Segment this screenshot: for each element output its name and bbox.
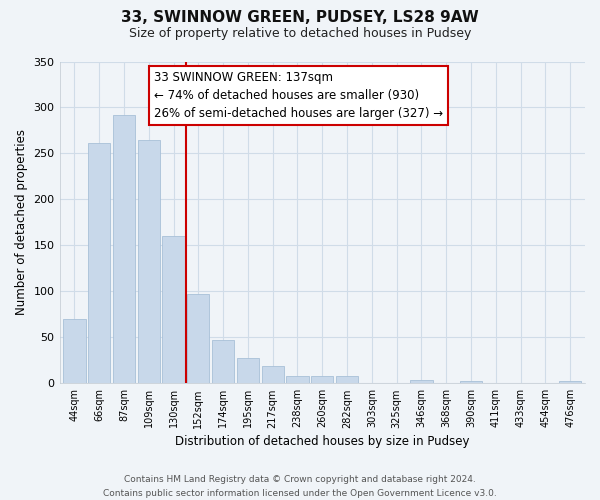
Bar (237, 358, 259, 384)
Bar (63, 319, 86, 384)
Bar (559, 380, 581, 384)
Y-axis label: Number of detached properties: Number of detached properties (15, 130, 28, 316)
Bar (137, 140, 160, 384)
Bar (410, 380, 433, 384)
Bar (262, 366, 284, 384)
Text: 33 SWINNOW GREEN: 137sqm
← 74% of detached houses are smaller (930)
26% of semi-: 33 SWINNOW GREEN: 137sqm ← 74% of detach… (154, 71, 443, 120)
Bar (187, 294, 209, 384)
Bar (212, 340, 234, 384)
X-axis label: Distribution of detached houses by size in Pudsey: Distribution of detached houses by size … (175, 434, 470, 448)
Text: Size of property relative to detached houses in Pudsey: Size of property relative to detached ho… (129, 28, 471, 40)
Bar (88, 144, 110, 384)
Text: 33, SWINNOW GREEN, PUDSEY, LS28 9AW: 33, SWINNOW GREEN, PUDSEY, LS28 9AW (121, 10, 479, 25)
Bar (286, 376, 308, 384)
Text: Contains HM Land Registry data © Crown copyright and database right 2024.
Contai: Contains HM Land Registry data © Crown c… (103, 476, 497, 498)
Bar (163, 236, 185, 384)
Bar (113, 115, 135, 384)
Bar (311, 376, 334, 384)
Bar (336, 376, 358, 384)
Bar (460, 380, 482, 384)
